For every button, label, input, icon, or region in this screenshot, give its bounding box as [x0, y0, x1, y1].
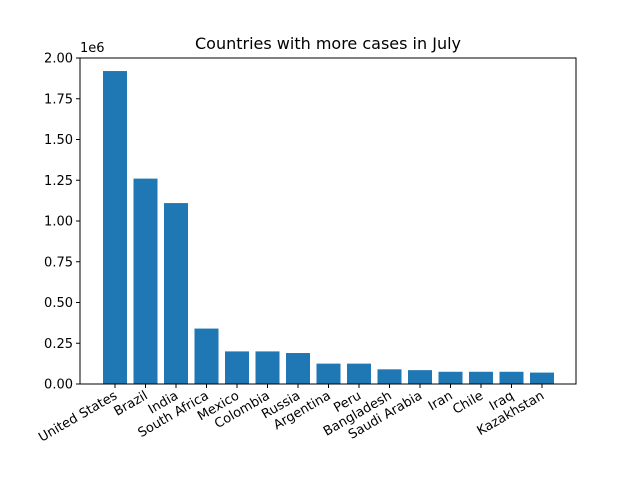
- bar-brazil: [133, 178, 158, 384]
- y-tick-label: 0.75: [44, 255, 73, 270]
- plot-frame: [79, 57, 577, 385]
- bar-argentina: [316, 363, 341, 384]
- y-offset-label: 1e6: [80, 41, 105, 56]
- bar-russia: [286, 353, 310, 384]
- y-tick-label: 1.50: [44, 133, 73, 148]
- y-tick-label: 1.25: [44, 174, 73, 189]
- bar-south-africa: [194, 328, 219, 384]
- bar-chile: [469, 371, 493, 384]
- bar-iraq: [499, 371, 524, 384]
- x-tick-label: United States: [36, 388, 120, 445]
- bar-peru: [347, 363, 371, 384]
- bar-united-states: [103, 71, 127, 384]
- y-tick-label: 0.50: [44, 296, 73, 311]
- bar-iran: [438, 371, 463, 384]
- bars-group: [103, 71, 554, 384]
- bar-mexico: [225, 351, 249, 384]
- bar-bangladesh: [377, 369, 402, 384]
- x-tick-label: Iran: [426, 388, 455, 414]
- bar-india: [164, 203, 188, 384]
- y-tick-label: 0.00: [44, 378, 73, 393]
- y-axis: 0.00 0.25 0.50 0.75 1.00 1.25 1.50 1.75 2.00: [44, 52, 80, 393]
- x-tick-label: Chile: [450, 388, 486, 417]
- bar-saudi-arabia: [408, 370, 432, 384]
- y-tick-label: 0.25: [44, 337, 73, 352]
- y-tick-label: 1.00: [44, 215, 73, 230]
- chart-title: Countries with more cases in July: [195, 34, 461, 53]
- bar-colombia: [255, 351, 280, 384]
- bar-kazakhstan: [530, 372, 554, 384]
- y-tick-label: 2.00: [44, 52, 73, 67]
- y-tick-label: 1.75: [44, 92, 73, 107]
